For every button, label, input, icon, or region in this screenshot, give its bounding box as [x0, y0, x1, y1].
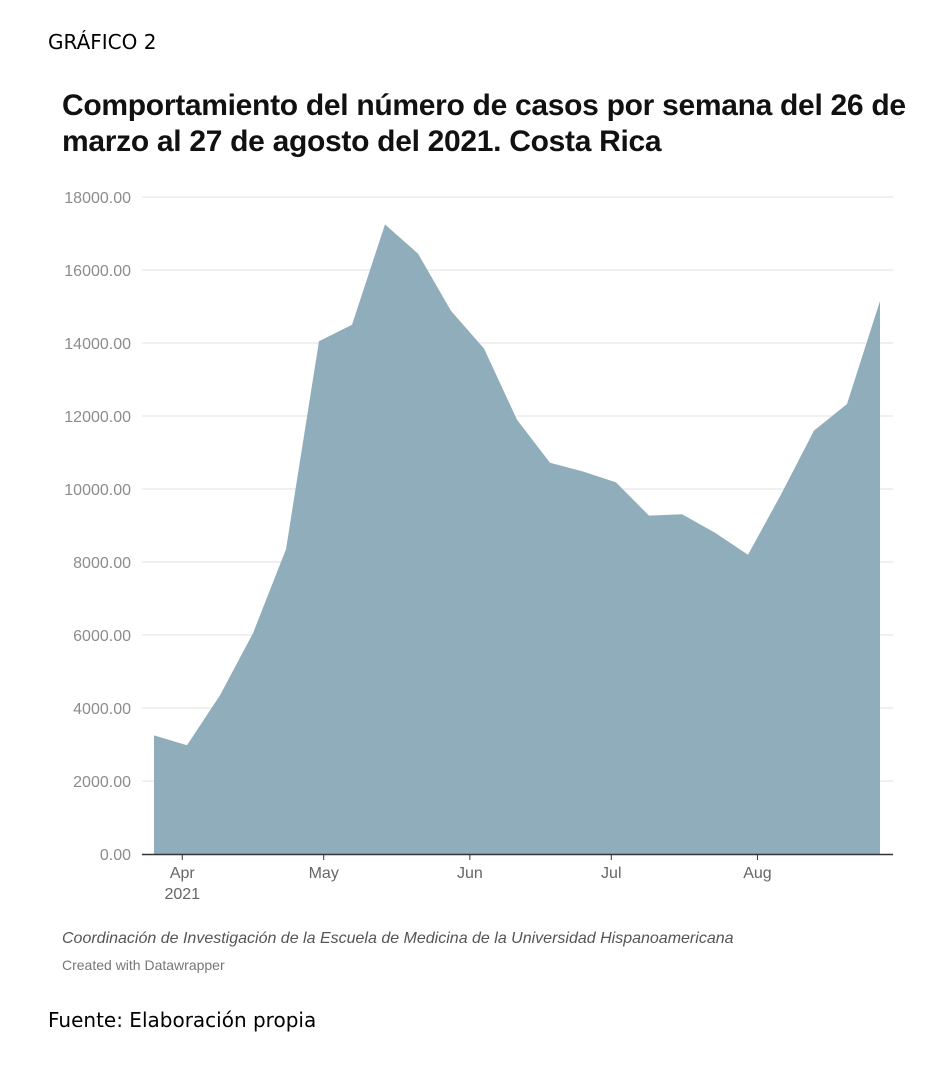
y-tick-label: 0.00	[100, 847, 131, 864]
chart-title: Comportamiento del número de casos por s…	[62, 89, 906, 158]
figure-label: GRÁFICO 2	[48, 30, 157, 54]
chart-note: Coordinación de Investigación de la Escu…	[62, 930, 734, 947]
y-tick-label: 6000.00	[73, 628, 131, 645]
x-tick-label: Apr	[170, 865, 196, 882]
x-axis: Apr 2021 May Jun Jul Aug	[142, 853, 893, 903]
x-tick-label: Jul	[601, 865, 621, 882]
area-series	[154, 224, 880, 854]
x-tick-sublabel: 2021	[164, 886, 200, 903]
chart-credit: Created with Datawrapper	[62, 957, 225, 973]
area-series-path	[154, 224, 880, 854]
x-tick-label: Aug	[743, 865, 771, 882]
y-tick-label: 16000.00	[64, 263, 131, 280]
y-tick-label: 14000.00	[64, 336, 131, 353]
figure-source: Fuente: Elaboración propia	[48, 1008, 317, 1032]
y-tick-label: 4000.00	[73, 701, 131, 718]
area-chart: 18000.00 16000.00 14000.00 12000.00 10000.00…	[64, 190, 893, 903]
x-tick-label: May	[309, 865, 339, 882]
x-tick-label: Jun	[457, 865, 483, 882]
y-tick-label: 10000.00	[64, 482, 131, 499]
y-tick-label: 8000.00	[73, 555, 131, 572]
y-axis-ticks: 18000.00 16000.00 14000.00 12000.00 10000.00…	[64, 190, 131, 864]
y-tick-label: 12000.00	[64, 409, 131, 426]
y-tick-label: 2000.00	[73, 774, 131, 791]
y-tick-label: 18000.00	[64, 190, 131, 207]
